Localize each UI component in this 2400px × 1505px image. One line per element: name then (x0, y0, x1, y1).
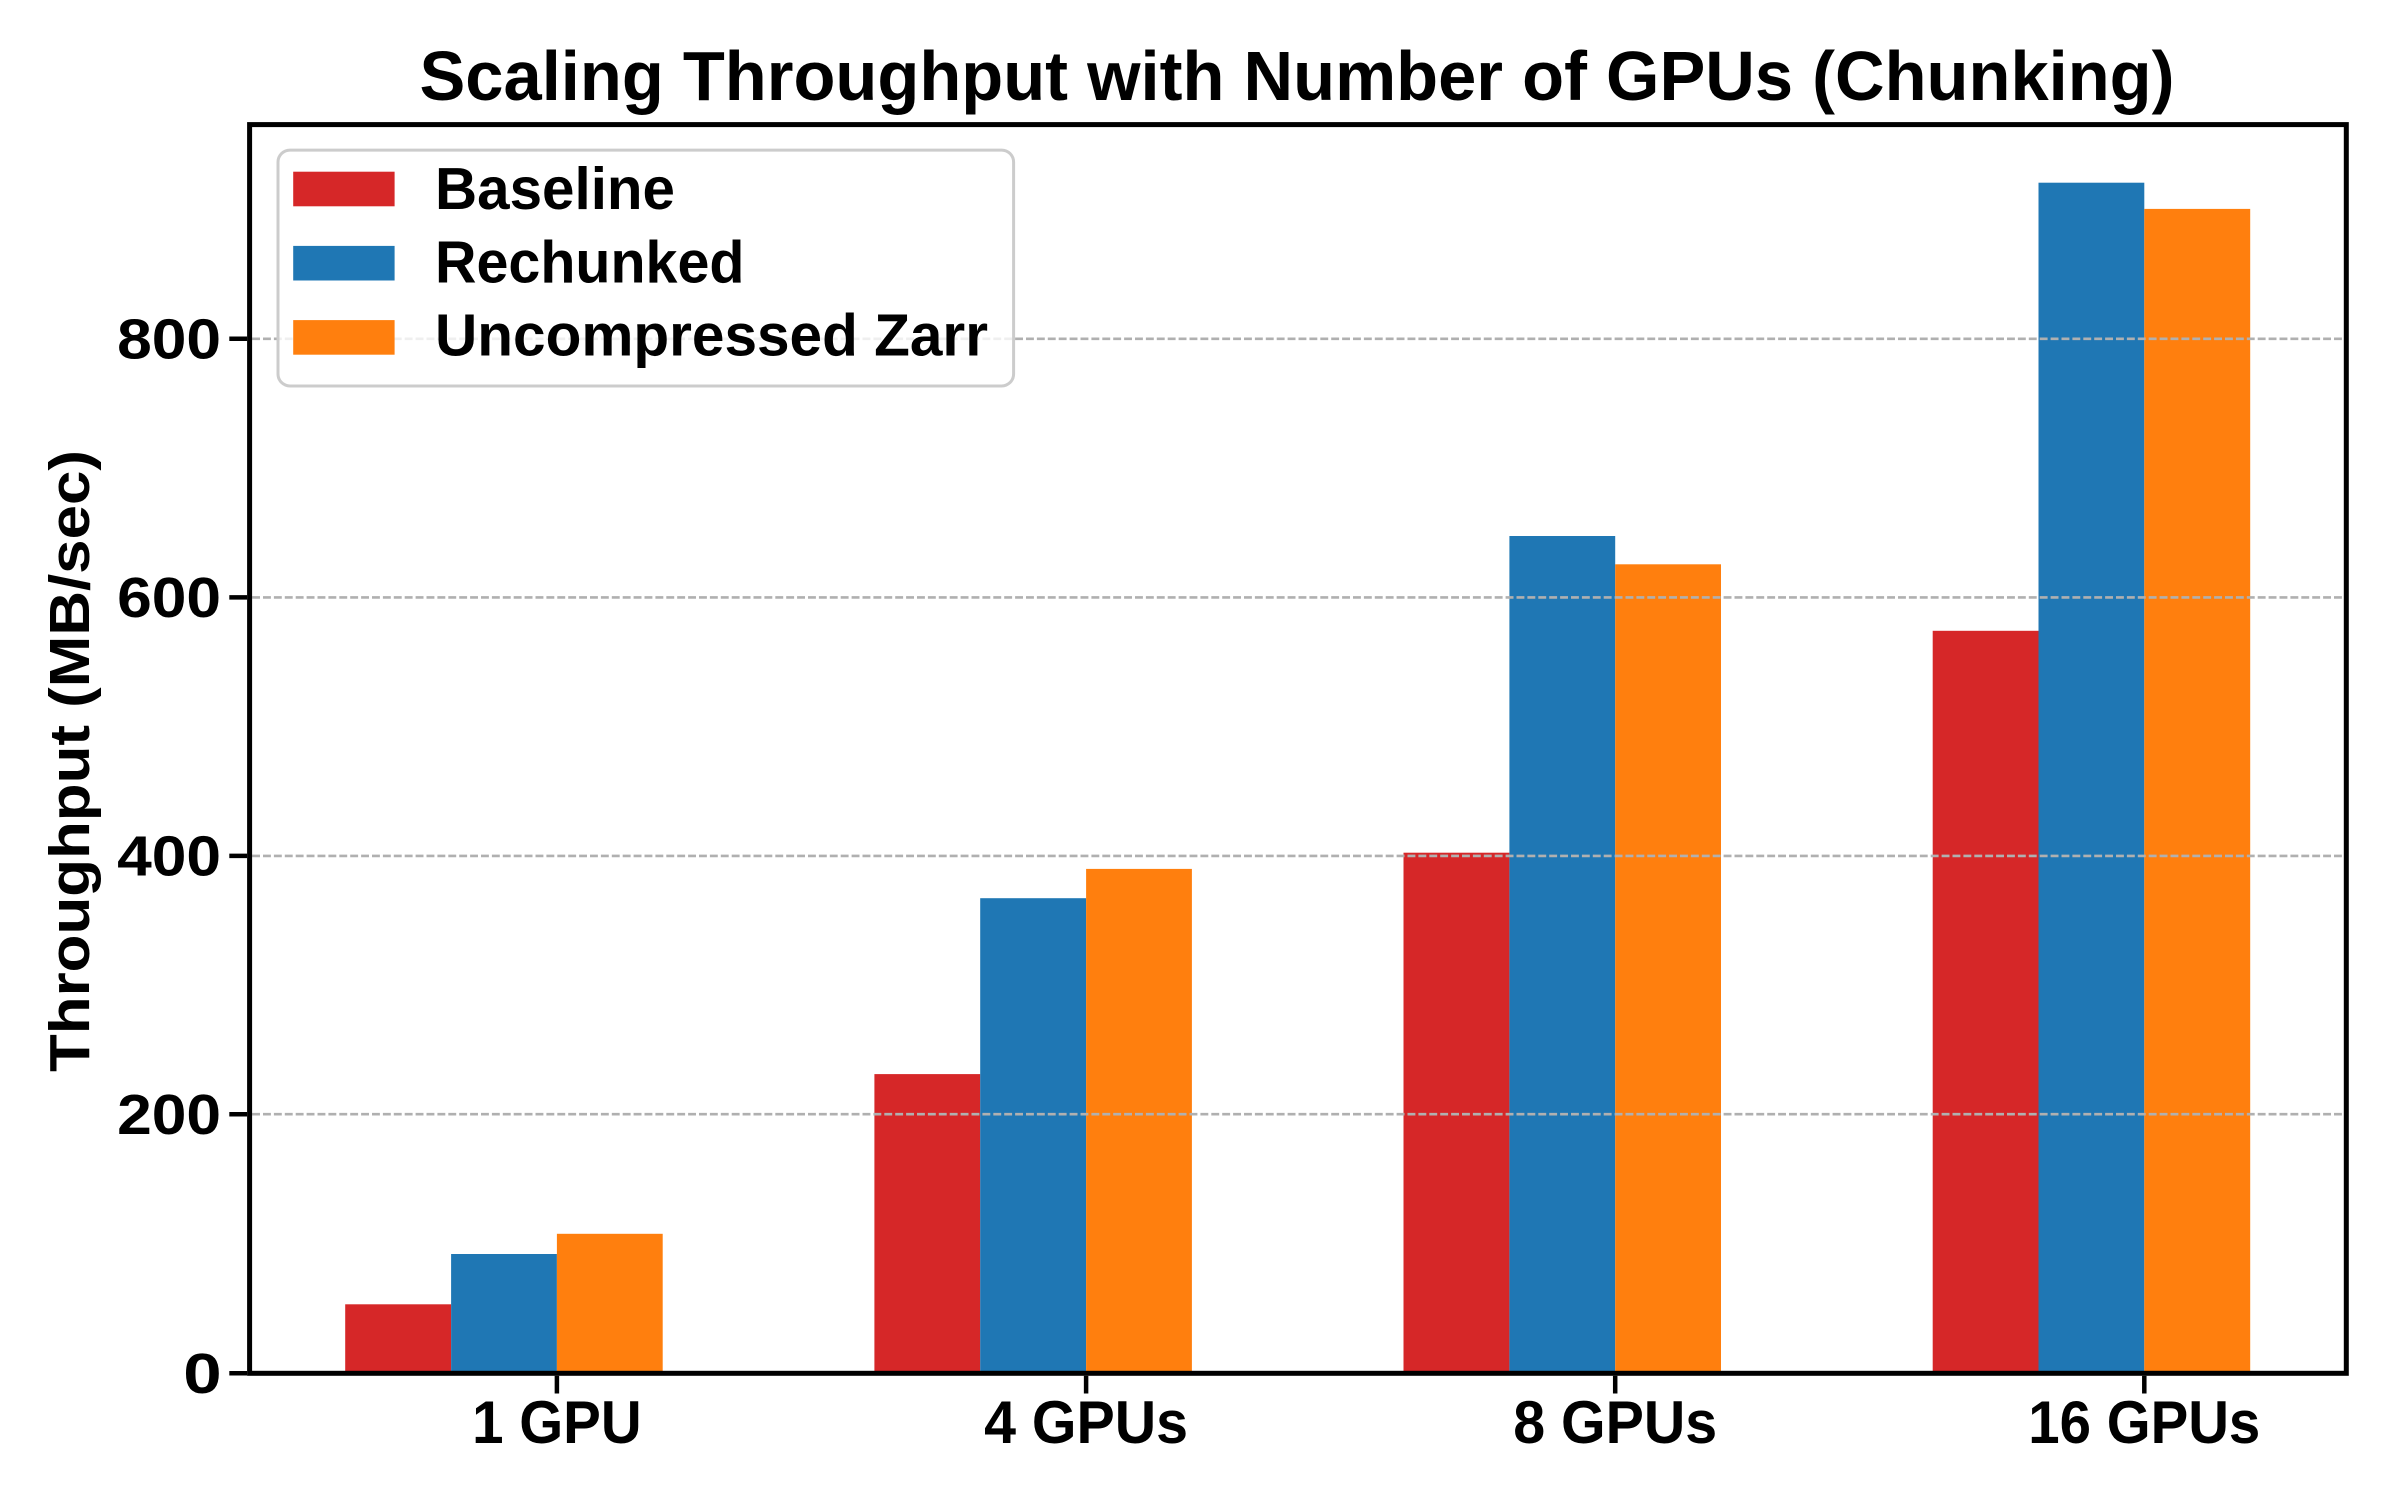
svg-text:1 GPU: 1 GPU (472, 1389, 642, 1456)
svg-text:400: 400 (117, 825, 221, 888)
svg-text:Baseline: Baseline (435, 155, 675, 222)
svg-text:Rechunked: Rechunked (435, 229, 745, 296)
svg-text:600: 600 (117, 566, 221, 629)
svg-text:200: 200 (117, 1083, 221, 1146)
svg-text:Uncompressed Zarr: Uncompressed Zarr (435, 301, 988, 368)
svg-text:Throughput (MB/sec): Throughput (MB/sec) (38, 450, 101, 1072)
svg-text:4 GPUs: 4 GPUs (984, 1389, 1188, 1456)
svg-text:0: 0 (183, 1342, 221, 1405)
svg-text:Scaling Throughput with Number: Scaling Throughput with Number of GPUs (… (420, 37, 2175, 115)
svg-text:800: 800 (117, 308, 221, 371)
svg-text:16 GPUs: 16 GPUs (2028, 1389, 2260, 1456)
svg-text:8 GPUs: 8 GPUs (1513, 1389, 1717, 1456)
